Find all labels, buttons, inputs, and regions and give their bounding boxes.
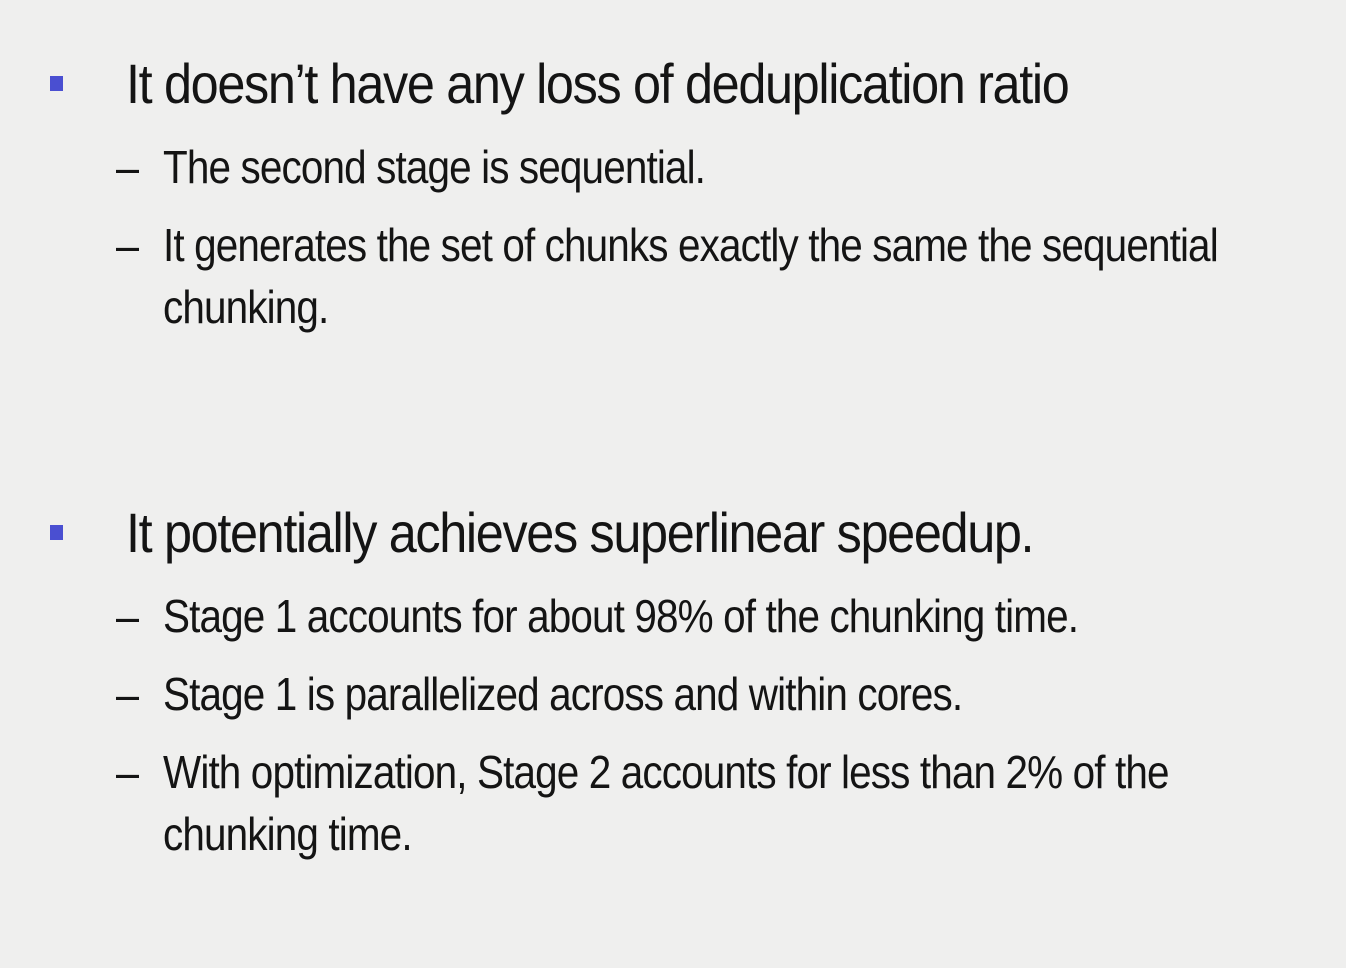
sub-item-text: Stage 1 accounts for about 98% of the ch… xyxy=(163,590,1079,642)
square-bullet-icon xyxy=(50,525,63,540)
sub-item-2-3: – With optimization, Stage 2 accounts fo… xyxy=(0,741,1346,865)
square-bullet-icon xyxy=(50,76,63,91)
main-bullet-text: It doesn’t have any loss of deduplicatio… xyxy=(126,52,1070,115)
dash-icon: – xyxy=(116,668,140,720)
dash-icon: – xyxy=(116,141,140,193)
sub-item-1-1: – The second stage is sequential. xyxy=(0,136,1346,198)
sub-item-text: With optimization, Stage 2 accounts for … xyxy=(163,746,1169,860)
sub-item-text: It generates the set of chunks exactly t… xyxy=(163,219,1219,333)
main-bullet-1: It doesn’t have any loss of deduplicatio… xyxy=(0,52,1346,116)
sub-item-1-2: – It generates the set of chunks exactly… xyxy=(0,214,1346,338)
sub-item-2-1: – Stage 1 accounts for about 98% of the … xyxy=(0,585,1346,647)
main-bullet-2: It potentially achieves superlinear spee… xyxy=(0,501,1346,565)
sub-item-text: Stage 1 is parallelized across and withi… xyxy=(163,668,963,720)
main-bullet-text: It potentially achieves superlinear spee… xyxy=(126,501,1035,564)
sub-item-2-2: – Stage 1 is parallelized across and wit… xyxy=(0,663,1346,725)
dash-icon: – xyxy=(116,590,140,642)
dash-icon: – xyxy=(116,746,140,798)
bullet-block-1: It doesn’t have any loss of deduplicatio… xyxy=(0,52,1346,338)
sub-item-text: The second stage is sequential. xyxy=(163,141,706,193)
dash-icon: – xyxy=(116,219,140,271)
bullet-block-2: It potentially achieves superlinear spee… xyxy=(0,501,1346,865)
